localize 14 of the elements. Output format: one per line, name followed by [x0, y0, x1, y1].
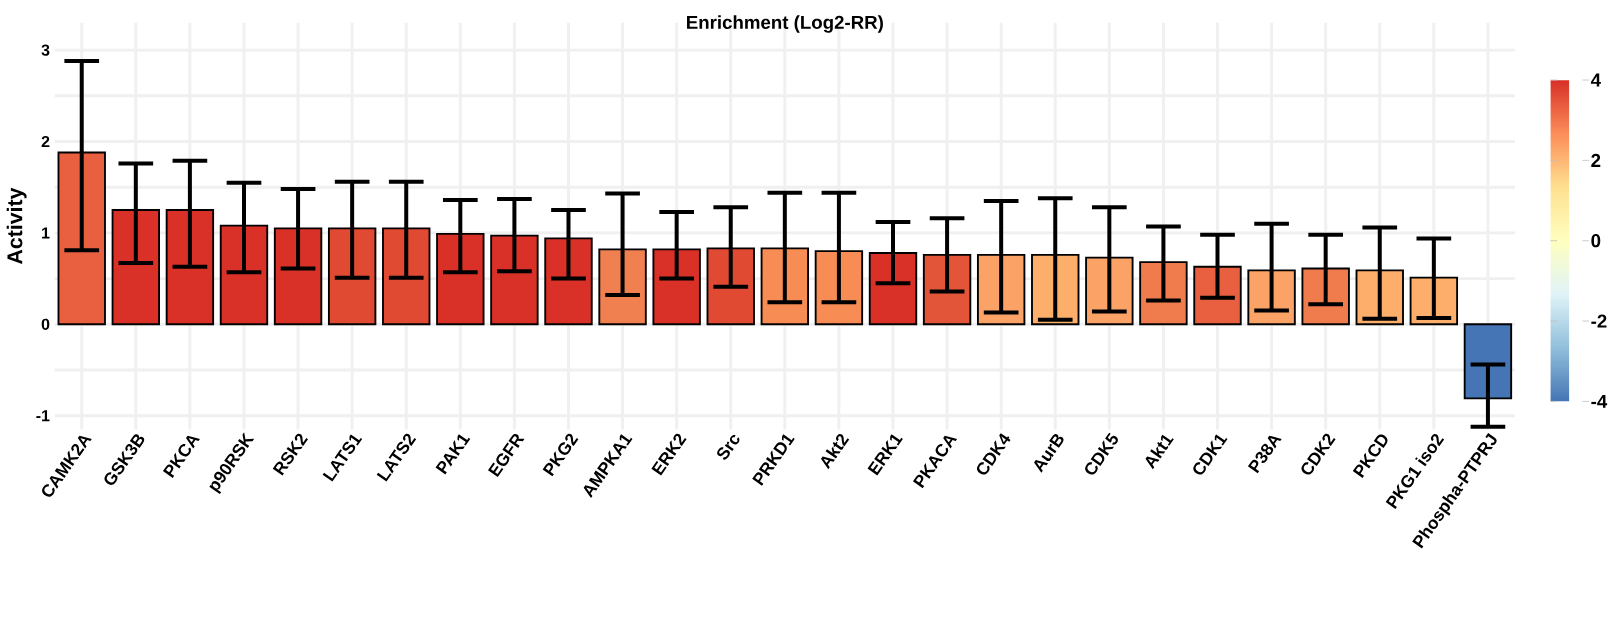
x-tick-label: Src: [717, 435, 740, 460]
y-tick-label: 1: [42, 227, 50, 239]
color-bar-label: -4: [1591, 395, 1608, 408]
color-bar-label: -2: [1591, 314, 1607, 328]
chart-title: Enrichment (Log2-RR): [687, 15, 883, 33]
color-bar-label: 0: [1591, 234, 1601, 248]
y-tick-label: 0: [41, 318, 50, 331]
y-tick-label: -1: [36, 410, 50, 422]
y-tick-label: 3: [41, 44, 50, 56]
color-bar-label: 4: [1590, 73, 1601, 87]
color-bar-label: 2: [1591, 153, 1601, 167]
bar: [706, 247, 755, 326]
y-tick-label: 2: [41, 136, 50, 148]
y-axis-title: Activity: [6, 187, 27, 265]
